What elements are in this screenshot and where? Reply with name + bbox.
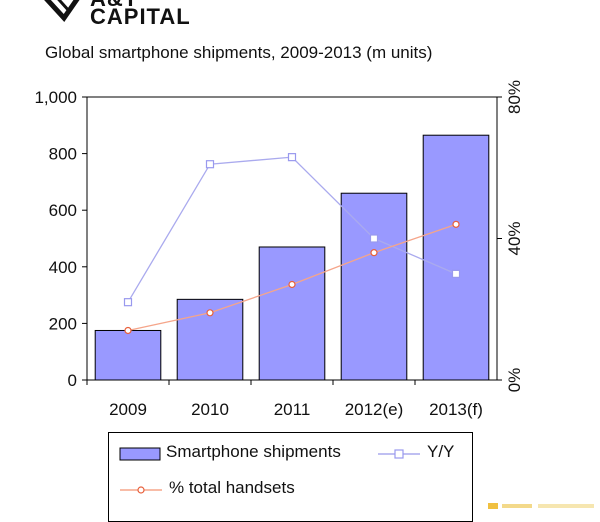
bar-2012(e) xyxy=(340,192,408,381)
handsets-point-2010 xyxy=(206,309,214,317)
legend-swatch-yy xyxy=(378,449,420,459)
legend-label-yy: Y/Y xyxy=(427,442,455,461)
left-axis: 0 200 400 600 800 1,000 xyxy=(34,88,87,390)
company-logo: A&T CAPITAL xyxy=(40,0,220,34)
yy-point-2011 xyxy=(287,153,297,162)
right-tick-label: 0% xyxy=(505,368,524,393)
left-tick-label: 200 xyxy=(49,314,77,333)
x-tick-label: 2009 xyxy=(109,400,147,419)
logo-text-line2: CAPITAL xyxy=(90,4,191,29)
yy-point-2009 xyxy=(123,298,133,307)
watermark-strip xyxy=(488,503,594,509)
yy-point-2013(f) xyxy=(451,269,461,278)
left-tick-label: 400 xyxy=(49,258,77,277)
x-tick-label: 2010 xyxy=(191,400,229,419)
left-tick-label: 800 xyxy=(49,145,77,164)
line-series xyxy=(123,153,461,335)
x-tick-label: 2013(f) xyxy=(429,400,483,419)
bar-2011 xyxy=(258,246,326,381)
legend-label-shipments: Smartphone shipments xyxy=(166,442,341,461)
handsets-point-2013(f) xyxy=(452,220,460,228)
bar-2009 xyxy=(94,329,162,381)
right-tick-label: 40% xyxy=(505,221,524,255)
logo-text-line1: A&T xyxy=(90,0,138,10)
legend-label-handsets: % total handsets xyxy=(169,478,295,497)
handsets-point-2009 xyxy=(124,326,132,335)
x-tick-label: 2012(e) xyxy=(345,400,404,419)
logo-mark-icon xyxy=(44,0,80,22)
yy-point-2012(e) xyxy=(369,234,379,243)
left-tick-label: 0 xyxy=(68,371,77,390)
right-tick-label: 80% xyxy=(505,80,524,114)
legend-swatch-handsets xyxy=(120,486,162,494)
x-axis: 2009 2010 2011 2012(e) 2013(f) xyxy=(86,380,483,419)
bar-2013(f) xyxy=(422,134,490,381)
handsets-point-2012(e) xyxy=(370,249,378,257)
yy-point-2010 xyxy=(205,160,215,169)
handsets-point-2011 xyxy=(288,280,296,289)
left-tick-label: 1,000 xyxy=(34,88,77,107)
chart-title: Global smartphone shipments, 2009-2013 (… xyxy=(45,43,433,62)
legend-swatch-shipments xyxy=(119,447,161,461)
right-axis: 0% 40% 80% xyxy=(497,80,524,392)
chart-plot: 0 200 400 600 800 1,000 0% 40% 80% 2009 2010 2011… xyxy=(34,80,524,419)
bar-series xyxy=(94,134,490,381)
x-tick-label: 2011 xyxy=(274,400,311,419)
left-tick-label: 600 xyxy=(49,201,77,220)
